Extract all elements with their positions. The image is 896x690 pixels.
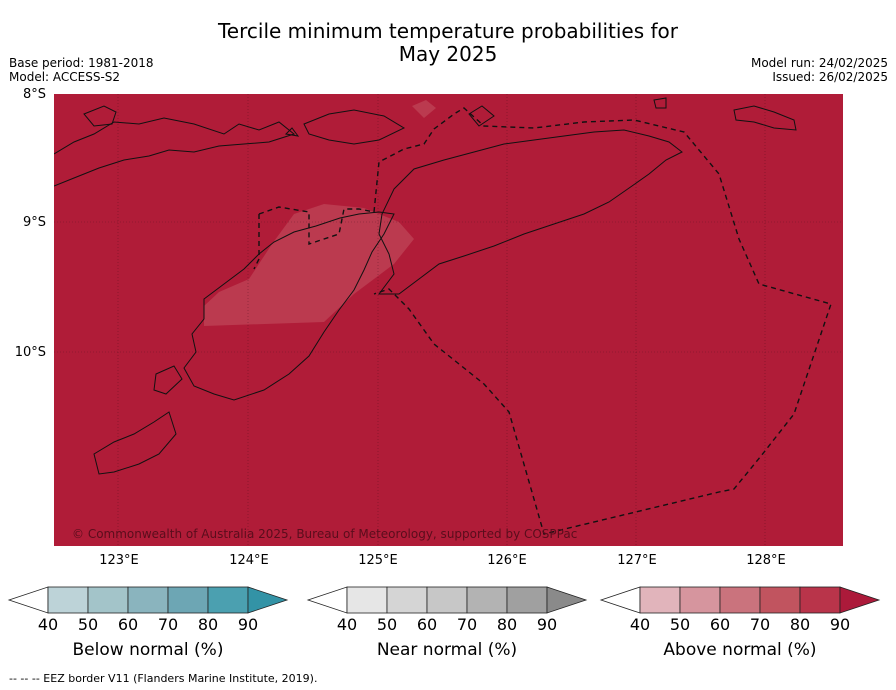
colorbar-tick-label: 40 <box>38 615 58 634</box>
colorbar-segment <box>426 586 468 614</box>
colorbar-tick-label: 60 <box>118 615 138 634</box>
eez-border <box>253 107 832 535</box>
lon-label-124e: 124°E <box>229 553 269 568</box>
colorbar-tick-label: 40 <box>630 615 650 634</box>
colorbar-above: 40 50 60 70 80 90 <box>599 586 881 634</box>
colorbar-segment <box>47 586 89 614</box>
colorbar-tick-label: 70 <box>158 615 178 634</box>
lon-label-127e: 127°E <box>617 553 657 568</box>
copyright-note: © Commonwealth of Australia 2025, Bureau… <box>72 527 577 541</box>
colorbar-tick-label: 90 <box>238 615 258 634</box>
colorbar-near: 40 50 60 70 80 90 <box>306 586 588 634</box>
colorbar-tick-label: 70 <box>457 615 477 634</box>
colorbar-above-label: Above normal (%) <box>663 640 817 660</box>
meta-right: Model run: 24/02/2025 Issued: 26/02/2025 <box>751 56 888 84</box>
model-run: Model run: 24/02/2025 <box>750 56 888 70</box>
colorbar-segment <box>679 586 721 614</box>
colorbar-segment <box>759 586 801 614</box>
colorbar-segment <box>127 586 169 614</box>
title-line-1: Tercile minimum temperature probabilitie… <box>217 19 679 43</box>
colorbar-segment <box>639 586 681 614</box>
colorbar-tick-label: 90 <box>830 615 850 634</box>
colorbar-segment <box>87 586 129 614</box>
colorbar-segment <box>466 586 508 614</box>
map-title: Tercile minimum temperature probabilitie… <box>0 20 896 66</box>
colorbar-tick-label: 80 <box>497 615 517 634</box>
colorbar-tick-label: 80 <box>198 615 218 634</box>
lon-label-126e: 126°E <box>487 553 527 568</box>
lon-label-125e: 125°E <box>358 553 398 568</box>
colorbar-arrow-low <box>7 586 49 614</box>
map-background <box>54 94 843 546</box>
title-line-2: May 2025 <box>398 42 498 66</box>
colorbar-segment <box>207 586 249 614</box>
lat-label-8s: 8°S <box>22 87 46 102</box>
probability-patch-small <box>412 100 436 118</box>
issued-date: Issued: 26/02/2025 <box>772 70 888 84</box>
lon-label-123e: 123°E <box>99 553 139 568</box>
colorbar-segment <box>506 586 548 614</box>
colorbar-tick-label: 50 <box>377 615 397 634</box>
colorbar-tick-label: 60 <box>417 615 437 634</box>
colorbar-segment <box>799 586 841 614</box>
model-name: Model: ACCESS-S2 <box>9 70 121 84</box>
colorbar-arrow-high <box>247 586 289 614</box>
colorbar-tick-label: 40 <box>337 615 357 634</box>
colorbar-group: 40 50 60 70 80 90 40 50 60 70 80 90 40 50 60 70 80 90 <box>7 586 881 634</box>
base-period: Base period: 1981-2018 <box>9 56 154 70</box>
probability-map: © Commonwealth of Australia 2025, Bureau… <box>54 94 843 546</box>
lon-label-128e: 128°E <box>746 553 786 568</box>
colorbar-tick-label: 50 <box>670 615 690 634</box>
lat-label-10s: 10°S <box>14 345 46 360</box>
graticule <box>54 94 843 546</box>
colorbar-below: 40 50 60 70 80 90 <box>7 586 289 634</box>
colorbar-segment <box>346 586 388 614</box>
colorbar-segment <box>167 586 209 614</box>
meta-left: Base period: 1981-2018 Model: ACCESS-S2 <box>9 56 154 84</box>
colorbar-arrow-high <box>546 586 588 614</box>
colorbar-tick-label: 50 <box>78 615 98 634</box>
colorbar-segment <box>386 586 428 614</box>
colorbar-tick-label: 90 <box>537 615 557 634</box>
colorbar-tick-label: 70 <box>750 615 770 634</box>
colorbar-arrow-low <box>306 586 348 614</box>
colorbar-arrow-high <box>839 586 881 614</box>
colorbar-near-label: Near normal (%) <box>376 640 518 660</box>
colorbar-tick-label: 60 <box>710 615 730 634</box>
probability-patch-80 <box>204 204 414 326</box>
coastlines <box>54 97 797 475</box>
colorbar-segment <box>719 586 761 614</box>
colorbar-tick-label: 80 <box>790 615 810 634</box>
colorbar-below-label: Below normal (%) <box>72 640 224 660</box>
lat-label-9s: 9°S <box>22 215 46 230</box>
eez-footnote: -- -- -- EEZ border V11 (Flanders Marine… <box>9 672 318 685</box>
colorbar-arrow-low <box>599 586 641 614</box>
